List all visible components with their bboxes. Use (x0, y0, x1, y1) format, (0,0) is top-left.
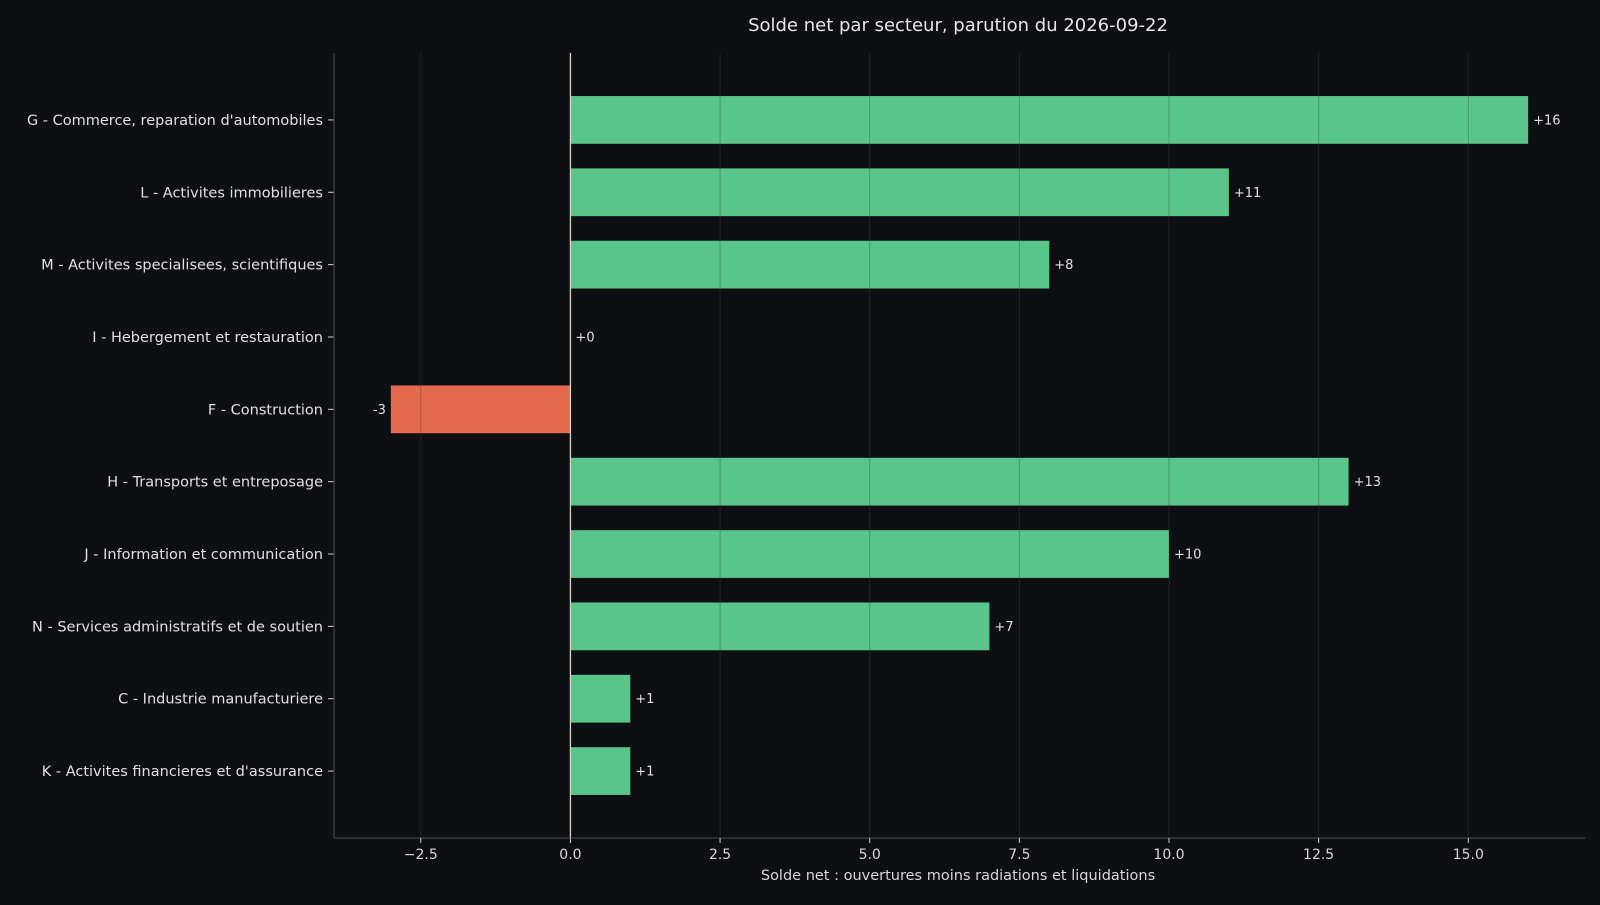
category-label: C - Industrie manufacturiere (118, 692, 323, 708)
category-label: J - Information et communication (83, 547, 323, 563)
bar (390, 385, 571, 434)
value-label: +1 (635, 692, 654, 707)
x-tick-label: −2.5 (404, 847, 438, 863)
value-label: +0 (575, 330, 594, 345)
x-tick-label: 0.0 (559, 847, 581, 863)
bar (570, 457, 1349, 506)
category-label: M - Activites specialisees, scientifique… (41, 258, 323, 274)
value-label: +7 (994, 620, 1013, 635)
category-label: L - Activites immobilieres (140, 185, 323, 201)
x-tick-label: 5.0 (859, 847, 881, 863)
value-label: +11 (1234, 186, 1261, 201)
x-tick-label: 10.0 (1153, 847, 1184, 863)
value-label: +8 (1054, 258, 1073, 273)
chart-title: Solde net par secteur, parution du 2026-… (748, 15, 1168, 36)
value-label: -3 (373, 403, 386, 418)
x-tick-label: 7.5 (1008, 847, 1030, 863)
value-label: +13 (1354, 475, 1381, 490)
value-label: +1 (635, 765, 654, 780)
category-label: I - Hebergement et restauration (92, 330, 323, 346)
x-tick-label: 15.0 (1453, 847, 1484, 863)
x-axis-label: Solde net : ouvertures moins radiations … (761, 868, 1155, 884)
category-label: K - Activites financieres et d'assurance (42, 764, 323, 780)
value-label: +16 (1533, 113, 1560, 128)
bar (570, 747, 631, 795)
axis-layer: G - Commerce, reparation d'automobiles L … (27, 53, 1585, 863)
category-label: H - Transports et entreposage (107, 475, 323, 491)
category-label: F - Construction (208, 402, 323, 418)
bar (570, 530, 1169, 578)
bar (570, 96, 1529, 144)
category-label: G - Commerce, reparation d'automobiles (27, 113, 323, 129)
bar (570, 240, 1050, 289)
x-tick-label: 2.5 (709, 847, 731, 863)
bar (570, 602, 990, 651)
x-tick-label: 12.5 (1303, 847, 1334, 863)
bar (570, 674, 631, 723)
bar (570, 168, 1229, 217)
bar-layer: +16 +11 +8 +0 -3 +13 +10 +7 +1 +1 (373, 96, 1561, 795)
category-label: N - Services administratifs et de soutie… (32, 619, 323, 635)
value-label: +10 (1174, 548, 1201, 563)
